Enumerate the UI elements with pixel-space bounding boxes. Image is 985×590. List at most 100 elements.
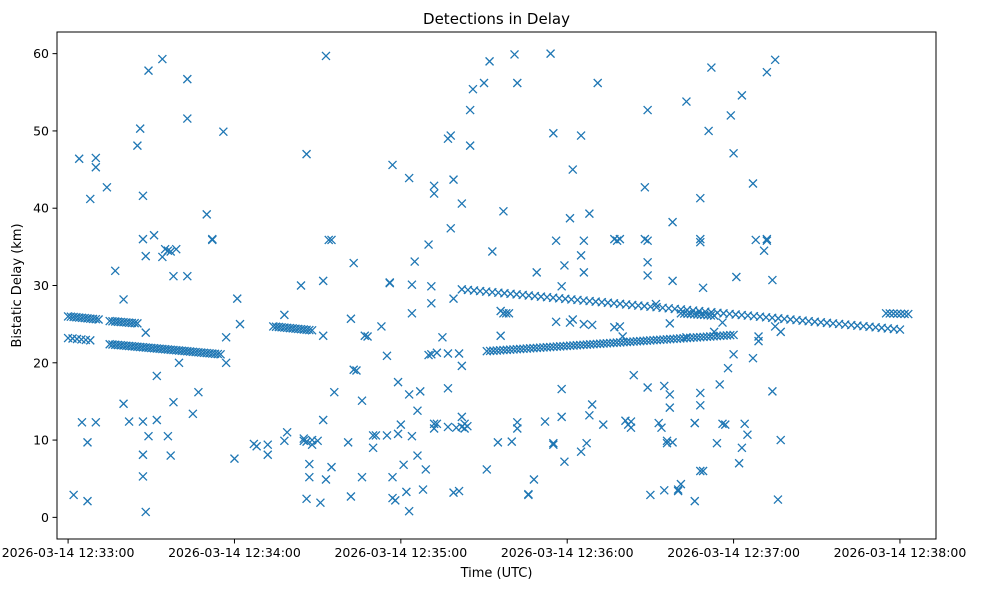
data-point	[149, 230, 159, 240]
data-point	[432, 419, 442, 429]
data-point	[762, 67, 772, 77]
data-point	[668, 217, 678, 227]
data-point	[446, 131, 456, 141]
data-point	[729, 330, 739, 340]
data-point	[651, 299, 661, 309]
data-point	[731, 272, 741, 282]
data-point	[132, 141, 142, 151]
data-point	[709, 311, 719, 321]
data-point	[485, 56, 495, 66]
data-point	[318, 331, 328, 341]
data-point	[69, 490, 79, 500]
data-point	[315, 498, 325, 508]
data-point	[221, 358, 231, 368]
data-point	[718, 318, 727, 328]
data-point	[74, 154, 84, 164]
y-axis-ticks: 0 10 20 30 40 50 60	[33, 46, 57, 525]
data-point	[144, 66, 153, 76]
data-point	[881, 308, 891, 318]
x-tick-label: 2026-03-14 12:34:00	[168, 545, 301, 560]
data-point	[382, 430, 392, 440]
data-point	[457, 199, 467, 209]
data-point	[557, 281, 567, 291]
data-point	[767, 386, 777, 396]
data-point	[443, 383, 453, 393]
data-point	[698, 283, 708, 293]
data-point	[385, 277, 395, 287]
data-point	[443, 422, 453, 432]
data-point	[429, 424, 439, 433]
data-point	[324, 235, 334, 245]
data-point	[371, 430, 381, 440]
x-tick-label: 2026-03-14 12:37:00	[667, 545, 800, 560]
data-point	[418, 485, 428, 494]
data-point	[487, 247, 497, 256]
data-point	[160, 244, 170, 254]
data-point	[626, 417, 636, 426]
y-tick-label: 20	[33, 355, 49, 370]
data-point	[659, 485, 669, 495]
data-point	[77, 417, 87, 427]
data-point	[307, 325, 317, 335]
data-point	[565, 213, 575, 223]
data-point	[723, 363, 733, 373]
data-point	[559, 457, 569, 467]
data-point	[376, 322, 386, 331]
data-point	[523, 490, 533, 500]
data-point	[729, 148, 739, 158]
data-point	[368, 443, 378, 453]
data-point	[91, 162, 101, 172]
data-point	[182, 74, 192, 84]
x-tick-label: 2026-03-14 12:38:00	[834, 545, 967, 560]
data-point	[507, 437, 517, 447]
data-point	[482, 464, 492, 474]
data-point	[232, 294, 242, 304]
data-point	[643, 270, 653, 280]
data-point	[429, 189, 439, 198]
data-point	[299, 436, 309, 446]
data-point	[454, 486, 464, 496]
data-point	[424, 240, 434, 249]
data-point	[690, 418, 700, 428]
data-point	[119, 399, 129, 409]
data-point	[85, 194, 95, 204]
data-point	[413, 451, 422, 460]
data-point	[110, 266, 120, 276]
data-point	[252, 441, 262, 451]
data-point	[304, 459, 314, 469]
data-point	[235, 319, 245, 329]
data-point	[579, 236, 589, 246]
data-point	[193, 387, 203, 397]
data-point	[498, 206, 508, 216]
data-point	[304, 472, 314, 482]
data-point	[593, 78, 603, 88]
data-point	[390, 495, 400, 505]
data-point	[896, 309, 906, 319]
data-point	[892, 309, 902, 319]
data-point	[540, 417, 550, 426]
data-point	[388, 160, 397, 170]
data-point	[360, 331, 370, 341]
data-point	[174, 358, 184, 368]
data-point	[582, 438, 592, 448]
data-point	[401, 487, 411, 497]
data-point	[182, 271, 192, 281]
data-point	[643, 383, 653, 392]
data-point	[404, 506, 414, 516]
data-point	[548, 128, 558, 138]
data-point	[751, 235, 761, 245]
data-point	[426, 349, 436, 359]
data-point	[720, 420, 730, 430]
data-point	[216, 349, 226, 359]
data-point	[706, 63, 716, 73]
data-point	[681, 97, 691, 107]
x-tick-label: 2026-03-14 12:35:00	[334, 545, 467, 560]
data-point	[584, 410, 594, 420]
data-point	[695, 466, 705, 476]
data-point	[91, 153, 101, 163]
data-point	[762, 234, 772, 244]
data-point	[465, 141, 475, 151]
x-axis-title: Time (UTC)	[460, 566, 533, 581]
data-point	[737, 443, 747, 453]
